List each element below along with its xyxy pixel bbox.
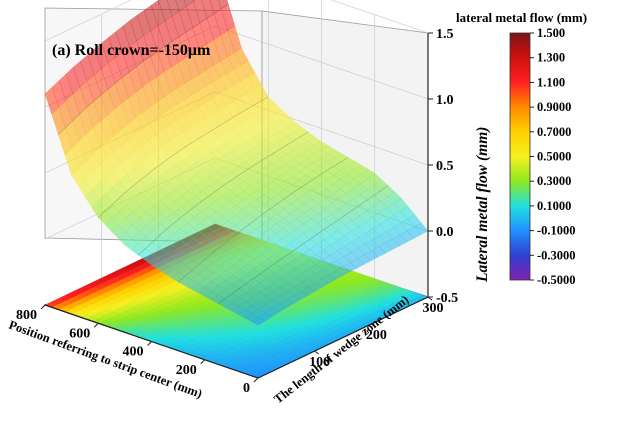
x-tick-label: 800 <box>16 308 37 323</box>
x-tick-mark <box>93 322 99 328</box>
colorbar-tick-label: 0.7000 <box>537 125 571 139</box>
colorbar-tick-label: 1.100 <box>537 75 565 89</box>
surface-meshline <box>58 3 229 135</box>
x-tick-label: 400 <box>123 345 144 360</box>
y-tick-mark <box>371 323 376 328</box>
colorbar-tick-label: 0.9000 <box>537 100 571 114</box>
surface-meshline <box>177 157 349 283</box>
x-axis-ticks: 0 200 400 600 800 <box>16 304 259 396</box>
x-tick-mark <box>40 304 46 310</box>
panel-label: (a) Roll crown=-150μm <box>52 42 211 59</box>
y-tick-label: 200 <box>366 328 387 343</box>
x-tick-label: 600 <box>69 326 90 341</box>
colorbar-title: lateral metal flow (mm) <box>456 10 587 25</box>
z-axis-ticks: -0.5 0.0 0.5 1.0 1.5 <box>428 27 458 306</box>
colorbar-tick-label: 0.1000 <box>537 199 571 213</box>
z-tick-label: 1.0 <box>436 93 454 108</box>
y-axis-ticks: 100 200 300 <box>309 296 444 370</box>
x-tick-mark <box>253 377 259 383</box>
y-tick-label: 100 <box>309 355 330 370</box>
y-tick-mark <box>314 350 319 355</box>
colorbar <box>509 32 531 281</box>
colorbar-tick-label: -0.3000 <box>537 248 576 262</box>
z-tick-label: 1.5 <box>436 27 454 42</box>
y-tick-label: 300 <box>423 301 444 316</box>
z-tick-label: -0.5 <box>436 291 458 306</box>
surface-cell <box>251 316 266 326</box>
surface-meshline <box>217 185 389 304</box>
colorbar-tick-label: -0.5000 <box>537 273 576 287</box>
surface-mesh <box>44 0 429 326</box>
x-tick-label: 200 <box>176 363 197 378</box>
z-axis-title: Lateral metal flow (mm) <box>474 127 491 283</box>
z-tick-label: 0.5 <box>436 159 454 174</box>
colorbar-tick-label: 0.3000 <box>537 174 571 188</box>
surface-meshline <box>98 96 269 218</box>
colorbar-tick-label: 0.5000 <box>537 150 571 164</box>
y-axis-line <box>257 296 429 379</box>
x-tick-mark <box>200 359 206 365</box>
x-tick-mark <box>147 341 152 346</box>
colorbar-tick-label: 1.300 <box>537 51 565 65</box>
surface-meshline <box>137 131 309 256</box>
colorbar-ticks: 1.500 1.300 1.100 0.9000 0.7000 0.5000 0.3000 0… <box>530 26 576 287</box>
z-tick-label: 0.0 <box>436 225 454 240</box>
x-tick-label: 0 <box>243 381 250 396</box>
colorbar-tick-label: -0.1000 <box>537 224 576 238</box>
colorbar-tick-label: 1.500 <box>537 26 565 40</box>
